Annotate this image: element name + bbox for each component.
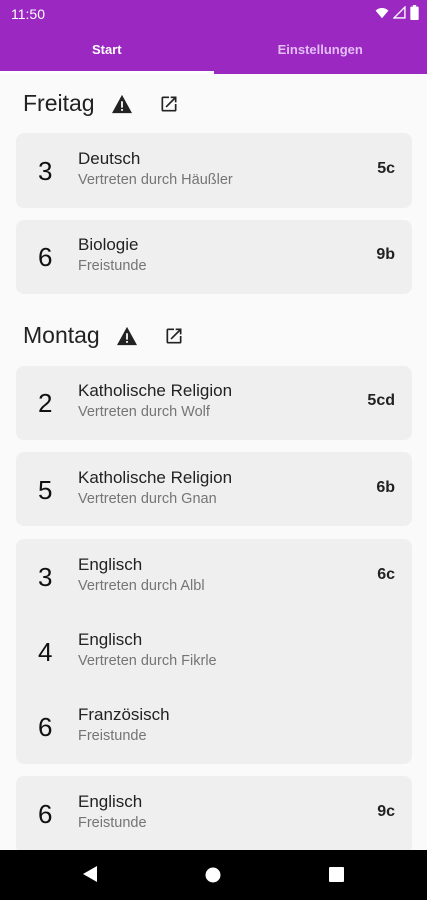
nav-home-icon[interactable] [205,867,221,883]
class-label: 5cd [367,392,395,409]
app-bar: 11:50 Start Einstellungen [0,0,427,74]
nav-recents-icon[interactable] [329,867,344,882]
subject-name: Englisch [78,792,143,811]
tab-bar: Start Einstellungen [0,28,427,74]
substitution-card[interactable]: 3 Deutsch Vertreten durch Häußler 5c [16,133,412,208]
table-row: 6 Englisch Freistunde 9c [16,784,412,844]
table-row: 3 Deutsch Vertreten durch Häußler 5c [16,141,412,201]
period-number: 3 [38,562,53,592]
subject-name: Deutsch [78,149,141,168]
wifi-icon [375,7,389,18]
open-external-icon[interactable] [164,326,184,346]
substitution-card[interactable]: 2 Katholische Religion Vertreten durch W… [16,366,412,440]
period-number: 6 [38,712,53,742]
section-header-friday: Freitag [23,90,179,117]
subject-name: Englisch [78,630,143,649]
nav-back-icon[interactable] [82,865,98,883]
subject-name: Katholische Religion [78,381,233,400]
signal-icon [393,6,406,19]
warning-icon[interactable] [116,326,138,346]
substitution-card[interactable]: 5 Katholische Religion Vertreten durch G… [16,452,412,526]
substitution-detail: Freistunde [78,728,147,744]
table-row: 4 Englisch Vertreten durch Fikrle [16,622,412,682]
subject-name: Englisch [78,555,143,574]
class-label: 9c [377,803,395,820]
subject-name: Französisch [78,705,170,724]
subject-name: Biologie [78,235,139,254]
class-label: 6c [377,566,395,583]
open-external-icon[interactable] [159,94,179,114]
battery-icon [410,5,419,20]
day-title: Montag [23,322,100,348]
section-header-monday: Montag [23,322,184,349]
tab-start-label: Start [91,42,122,57]
period-number: 4 [38,637,53,667]
period-number: 6 [38,242,53,272]
substitution-card[interactable]: 6 Biologie Freistunde 9b [16,220,412,294]
period-number: 5 [38,475,53,505]
class-label: 5c [377,160,395,177]
period-number: 2 [38,388,53,418]
content: Freitag 3 Deutsch Vertreten durch Häußle… [0,74,427,850]
status-icons [375,5,419,20]
substitution-detail: Freistunde [78,258,147,274]
day-title: Freitag [23,90,95,116]
class-label: 9b [376,246,395,263]
table-row: 3 Englisch Vertreten durch Albl 6c [16,547,412,607]
warning-icon[interactable] [111,94,133,114]
substitution-detail: Vertreten durch Albl [78,578,205,594]
table-row: 2 Katholische Religion Vertreten durch W… [16,373,412,433]
period-number: 3 [38,156,53,186]
subject-name: Katholische Religion [78,468,233,487]
substitution-detail: Vertreten durch Gnan [78,491,217,507]
substitution-detail: Vertreten durch Häußler [78,172,233,188]
table-row: 6 Französisch Freistunde [16,697,412,757]
tab-settings[interactable]: Einstellungen [214,28,427,74]
substitution-card[interactable]: 3 Englisch Vertreten durch Albl 6c 4 Eng… [16,539,412,764]
substitution-detail: Vertreten durch Fikrle [78,653,217,669]
class-label: 6b [376,479,395,496]
tab-indicator [0,71,214,74]
substitution-detail: Freistunde [78,815,147,831]
status-time: 11:50 [11,6,45,22]
table-row: 6 Biologie Freistunde 9b [16,227,412,287]
table-row: 5 Katholische Religion Vertreten durch G… [16,460,412,520]
substitution-card[interactable]: 6 Englisch Freistunde 9c [16,776,412,850]
substitution-detail: Vertreten durch Wolf [78,404,210,420]
system-nav-bar [0,850,427,900]
period-number: 6 [38,799,53,829]
status-bar: 11:50 [0,0,427,28]
tab-settings-label: Einstellungen [277,42,363,57]
tab-start[interactable]: Start [0,28,214,74]
